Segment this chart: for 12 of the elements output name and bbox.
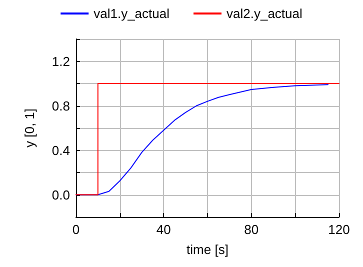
y-tick-label: 0.4 <box>52 142 70 158</box>
y-tick-label: 0.8 <box>52 98 70 114</box>
legend-label: val2.y_actual <box>226 6 302 21</box>
x-tick-label: 0 <box>72 222 80 237</box>
x-tick-label: 40 <box>156 222 171 237</box>
x-tick-label: 80 <box>244 222 259 237</box>
y-tick-label: 0.0 <box>52 187 70 202</box>
x-tick-label: 120 <box>328 222 350 237</box>
x-axis-title: time [s] <box>186 242 228 257</box>
y-axis-title: y [0, 1] <box>22 108 37 148</box>
y-tick-label: 1.2 <box>52 54 70 69</box>
legend-label: val1.y_actual <box>94 6 170 21</box>
